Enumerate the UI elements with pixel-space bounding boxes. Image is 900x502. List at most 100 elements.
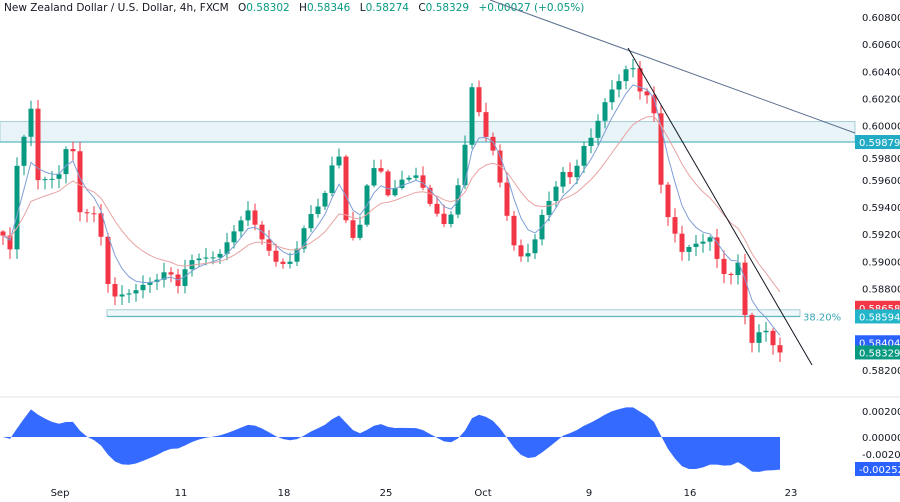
support-zone[interactable] <box>106 309 801 317</box>
candle-body <box>665 184 671 218</box>
close-value: 0.58329 <box>425 2 470 14</box>
candle <box>714 228 720 269</box>
candle <box>616 74 622 98</box>
candle <box>70 141 76 161</box>
price-tag-text: 0.58658 <box>859 304 900 315</box>
price-tick-label: 0.58800 <box>862 285 900 296</box>
candle <box>196 253 202 268</box>
candle <box>308 205 314 233</box>
candle <box>679 225 685 261</box>
candle <box>14 157 20 259</box>
candle <box>574 159 580 185</box>
candle <box>525 243 531 263</box>
oscillator-tick-label: 0.00000 <box>862 433 900 444</box>
candle-body <box>721 258 727 274</box>
price-tick-label: 0.60800 <box>862 13 900 24</box>
price-axis: 0.60800 0.60600 0.60400 0.60200 0.60000 0.598… <box>855 13 900 476</box>
candle <box>203 248 209 266</box>
resistance-zone[interactable] <box>0 121 856 143</box>
candle <box>84 208 90 223</box>
price-tick-label: 0.60200 <box>862 94 900 105</box>
candle-body <box>280 261 286 264</box>
candle-body <box>350 220 356 238</box>
short-trendline[interactable] <box>627 47 813 366</box>
candle <box>399 170 405 190</box>
candle-body <box>224 242 230 254</box>
candle <box>686 244 692 261</box>
long-trendline[interactable] <box>489 0 856 134</box>
candle-body <box>574 165 580 178</box>
candle <box>336 148 342 169</box>
oscillator-value-tag <box>855 462 900 476</box>
candle <box>63 146 69 184</box>
candle-body <box>112 284 118 297</box>
candle <box>238 216 244 238</box>
candle <box>140 275 146 299</box>
candle <box>707 235 713 251</box>
candle-body <box>210 257 216 259</box>
candle-body <box>413 175 419 178</box>
candle <box>735 254 741 285</box>
candle-body <box>301 228 307 249</box>
candle <box>119 285 125 306</box>
oscillator-tick-label: -0.00200 <box>862 450 900 461</box>
candle <box>105 232 111 293</box>
candle-body <box>756 332 762 343</box>
candle-body <box>434 203 440 214</box>
fib-label: 38.20% <box>803 312 841 323</box>
candle <box>294 241 300 267</box>
candle <box>511 210 517 251</box>
candle-body <box>378 168 384 172</box>
candle-body <box>560 171 566 187</box>
candle-body <box>252 210 258 225</box>
candle-body <box>595 120 601 138</box>
candle <box>91 206 97 223</box>
candle <box>658 105 664 194</box>
price-tick-label: 0.60000 <box>862 122 900 133</box>
price-tag <box>855 345 900 360</box>
candle-body <box>217 253 223 258</box>
price-tag-text: 0.58404 <box>859 338 900 349</box>
candle <box>343 154 349 224</box>
candle-body <box>42 179 48 181</box>
candle-body <box>763 330 769 333</box>
symbol-title[interactable]: New Zealand Dollar / U.S. Dollar, 4h, FX… <box>4 2 229 14</box>
candle <box>483 102 489 142</box>
time-tick-label: 16 <box>684 488 697 499</box>
oscillator-area <box>3 407 780 472</box>
price-tick-label: 0.59600 <box>862 176 900 187</box>
candle <box>644 88 650 104</box>
candle-body <box>399 179 405 188</box>
candle-body <box>588 137 594 146</box>
candle-body <box>294 248 300 262</box>
candle-body <box>196 258 202 261</box>
candle <box>763 321 769 342</box>
candle-body <box>7 235 13 250</box>
candle <box>665 182 671 226</box>
high-label: H <box>299 2 307 14</box>
time-tick-label: 23 <box>785 488 798 499</box>
candle <box>672 208 678 243</box>
candle-body <box>329 165 335 193</box>
candle-body <box>84 212 90 214</box>
time-tick-label: Oct <box>474 488 491 499</box>
candle <box>560 166 566 194</box>
candle <box>224 232 230 261</box>
candle-body <box>238 220 244 232</box>
candle-body <box>511 215 517 246</box>
candle <box>315 198 321 218</box>
candle-body <box>420 175 426 188</box>
open-value: 0.58302 <box>246 2 290 14</box>
time-tick-label: 9 <box>586 488 592 499</box>
candle-body <box>651 95 657 114</box>
candle <box>126 289 132 303</box>
candle-body <box>658 113 664 185</box>
candle <box>7 227 13 259</box>
candle-body <box>623 69 629 82</box>
candle-body <box>35 108 41 181</box>
time-axis: Sep 11 18 25 Oct 9 16 23 <box>51 488 798 499</box>
candle <box>476 80 482 117</box>
candle-body <box>546 200 552 215</box>
candle-body <box>161 272 167 280</box>
